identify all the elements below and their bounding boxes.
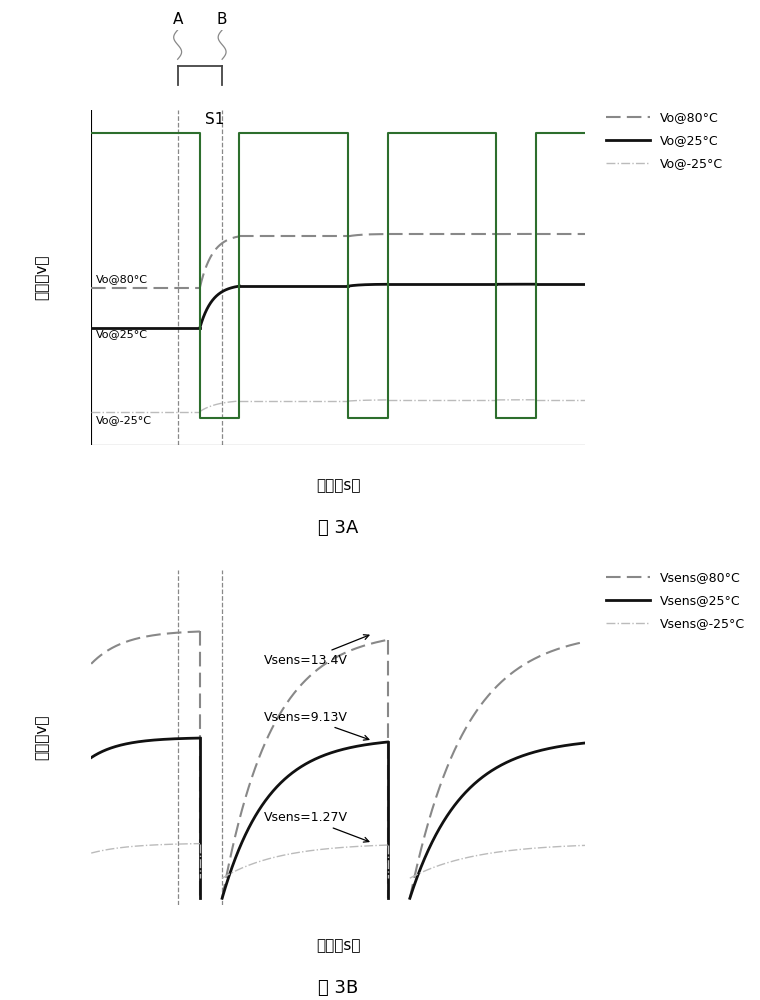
Text: Vo@25°C: Vo@25°C bbox=[96, 329, 148, 339]
Text: 时间（s）: 时间（s） bbox=[316, 938, 360, 954]
Text: 电压（v）: 电压（v） bbox=[34, 715, 49, 760]
Text: Vsens=1.27V: Vsens=1.27V bbox=[264, 811, 369, 842]
Text: Vo@80°C: Vo@80°C bbox=[96, 274, 148, 284]
Text: Vsens=9.13V: Vsens=9.13V bbox=[264, 711, 369, 740]
Text: S1: S1 bbox=[205, 112, 224, 127]
Text: 电压（v）: 电压（v） bbox=[34, 255, 49, 300]
Text: B: B bbox=[217, 12, 227, 27]
Text: Vo@-25°C: Vo@-25°C bbox=[96, 415, 152, 425]
Text: Vsens=13.4V: Vsens=13.4V bbox=[264, 635, 369, 667]
Text: 图 3A: 图 3A bbox=[318, 519, 359, 537]
Text: A: A bbox=[173, 12, 183, 27]
Legend: Vsens@80°C, Vsens@25°C, Vsens@-25°C: Vsens@80°C, Vsens@25°C, Vsens@-25°C bbox=[601, 566, 750, 635]
Legend: Vo@80°C, Vo@25°C, Vo@-25°C: Vo@80°C, Vo@25°C, Vo@-25°C bbox=[601, 106, 728, 175]
Text: 时间（s）: 时间（s） bbox=[316, 479, 360, 493]
Text: 图 3B: 图 3B bbox=[318, 979, 358, 997]
